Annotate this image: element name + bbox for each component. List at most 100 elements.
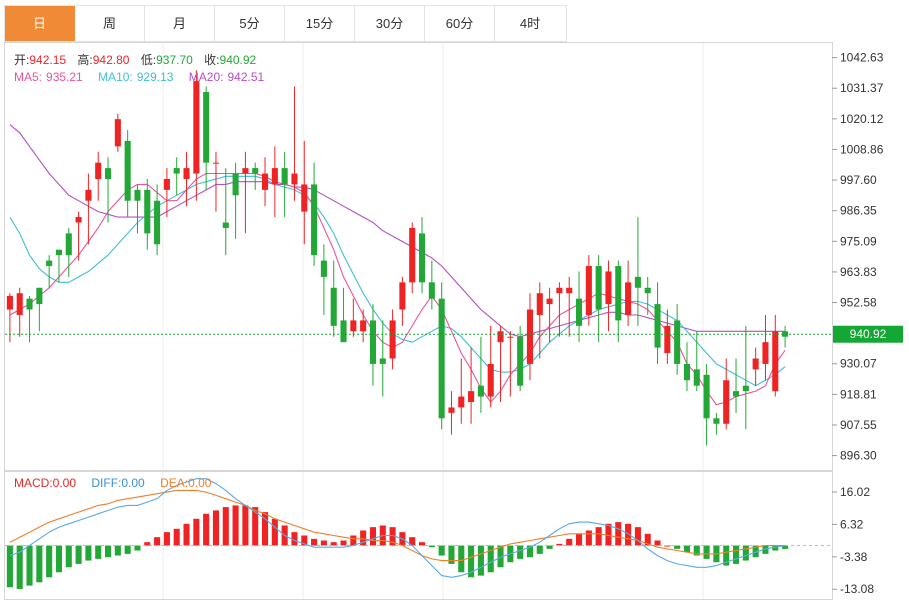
candle-body bbox=[732, 391, 740, 397]
macd-bar bbox=[232, 505, 239, 546]
candle-body bbox=[55, 249, 63, 256]
macd-bar bbox=[350, 535, 357, 546]
macd-bar bbox=[291, 532, 298, 546]
macd-bar bbox=[311, 538, 318, 546]
candle-body bbox=[124, 140, 131, 201]
diff-value: 0.00 bbox=[121, 476, 145, 490]
candle-body bbox=[644, 287, 651, 294]
macd-bar bbox=[203, 513, 210, 546]
candle-body bbox=[281, 168, 288, 185]
candle-body bbox=[16, 293, 23, 315]
candle-body bbox=[203, 91, 210, 163]
candle-body bbox=[183, 168, 190, 179]
macd-bar bbox=[526, 545, 534, 558]
macd-bar bbox=[6, 545, 13, 588]
macd-bar bbox=[546, 545, 553, 549]
candle-body bbox=[595, 266, 602, 310]
candle-body bbox=[487, 363, 494, 397]
macd-bar bbox=[556, 543, 563, 546]
candle-body bbox=[713, 418, 720, 424]
ma5-label: MA5: bbox=[14, 70, 42, 84]
candle-body bbox=[664, 325, 671, 354]
candle-body bbox=[301, 184, 308, 212]
candles bbox=[6, 70, 789, 446]
macd-bar bbox=[154, 537, 161, 546]
candle-body bbox=[742, 385, 749, 392]
tab-4[interactable]: 15分 bbox=[285, 6, 355, 41]
candle-body bbox=[556, 287, 563, 294]
macd-bar bbox=[654, 540, 661, 546]
macd-bar bbox=[625, 523, 632, 546]
candle-body bbox=[674, 320, 681, 364]
candle-body bbox=[468, 391, 475, 403]
tab-5[interactable]: 30分 bbox=[355, 6, 425, 41]
price-tick-label: 1020.12 bbox=[840, 112, 884, 126]
candle-body bbox=[409, 227, 416, 283]
macd-bar bbox=[418, 542, 426, 546]
candle-body bbox=[261, 173, 269, 190]
candle-body bbox=[291, 173, 298, 185]
macd-bar bbox=[605, 523, 612, 546]
tab-3[interactable]: 5分 bbox=[215, 6, 285, 41]
candle-body bbox=[222, 222, 229, 228]
macd-bar bbox=[723, 545, 730, 566]
candle-body bbox=[173, 168, 180, 174]
macd-bar bbox=[536, 545, 543, 554]
tab-2[interactable]: 月 bbox=[145, 6, 215, 41]
candle-body bbox=[693, 369, 700, 386]
macd-axis: 16.02 6.32 -3.38 -13.08 bbox=[832, 485, 874, 596]
period-tabs: 日周月 5分 15分 30分 60分 4时 bbox=[4, 5, 567, 42]
macd-bar bbox=[55, 545, 63, 573]
price-tick-label: 918.81 bbox=[840, 387, 877, 401]
dea-value: 0.00 bbox=[188, 476, 212, 490]
macd-bar bbox=[320, 540, 327, 546]
macd-bar bbox=[458, 545, 465, 573]
macd-bar bbox=[222, 507, 229, 546]
macd-bar bbox=[742, 545, 749, 561]
macd-bar bbox=[389, 527, 396, 546]
tab-7[interactable]: 4时 bbox=[519, 16, 541, 31]
price-tick-label: 1008.86 bbox=[840, 142, 884, 156]
macd-lines bbox=[5, 478, 832, 578]
macd-tick-label: -13.08 bbox=[840, 582, 874, 596]
macd-bar bbox=[683, 545, 691, 553]
macd-bar bbox=[752, 545, 759, 558]
macd-bar bbox=[46, 545, 53, 578]
ohlc-legend: 开:942.15 高:942.80 低:937.70 收:940.92 bbox=[14, 52, 257, 67]
tab-1[interactable]: 周 bbox=[75, 6, 145, 41]
candle-body bbox=[65, 233, 72, 256]
close-label: 收: bbox=[204, 53, 219, 67]
macd-bar bbox=[16, 545, 23, 589]
candle-body bbox=[615, 266, 622, 321]
dea-line bbox=[9, 489, 786, 562]
candle-body bbox=[507, 336, 514, 338]
macd-bar bbox=[301, 535, 308, 546]
tab-6[interactable]: 60分 bbox=[425, 6, 495, 41]
macd-bar bbox=[173, 528, 180, 546]
macd-bar bbox=[104, 545, 112, 558]
macd-bar bbox=[252, 507, 259, 546]
current-price-box bbox=[833, 325, 903, 343]
candle-body bbox=[46, 260, 53, 267]
candle-body bbox=[75, 217, 82, 223]
macd-bar bbox=[124, 545, 131, 554]
macd-bar bbox=[772, 545, 779, 551]
candle-body bbox=[360, 320, 367, 332]
ma-legend: MA5: 935.21 MA10: 929.13 MA20: 942.51 bbox=[14, 70, 265, 84]
macd-label: MACD: bbox=[14, 476, 53, 490]
candle-body bbox=[418, 233, 426, 283]
macd-bar bbox=[36, 545, 43, 583]
macd-bar bbox=[644, 533, 651, 546]
candle-body bbox=[497, 331, 504, 343]
macd-bar bbox=[85, 545, 92, 561]
macd-bar bbox=[615, 522, 622, 546]
candle-body bbox=[723, 380, 730, 424]
candle-body bbox=[458, 396, 465, 408]
ma20-label: MA20: bbox=[189, 70, 224, 84]
candle-body bbox=[85, 189, 92, 201]
candle-body bbox=[575, 298, 583, 326]
tab-0[interactable]: 日 bbox=[5, 6, 75, 41]
macd-legend: MACD:0.00 DIFF:0.00 DEA:0.00 bbox=[14, 476, 212, 490]
candle-body bbox=[654, 304, 661, 348]
